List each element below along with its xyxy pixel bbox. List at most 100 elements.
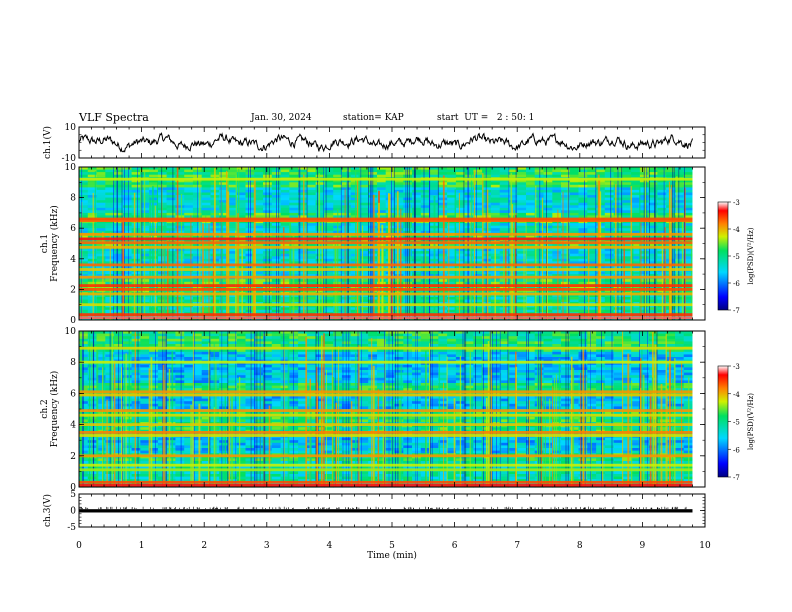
- heat-cell: [298, 189, 308, 193]
- heat-cell: [666, 205, 676, 209]
- heat-cell: [306, 207, 317, 211]
- heat-cell: [604, 205, 615, 209]
- heat-cell: [517, 179, 527, 183]
- heat-cell: [201, 228, 212, 232]
- heat-cell: [666, 212, 676, 216]
- heat-cell: [631, 344, 641, 348]
- heat-cell: [157, 279, 168, 283]
- heat-cell: [622, 251, 632, 255]
- heat-cell: [306, 215, 317, 219]
- heat-cell: [377, 336, 387, 340]
- heat-cell: [412, 336, 422, 340]
- heat-cell: [683, 202, 694, 206]
- heat-cell: [490, 228, 501, 232]
- heat-cell: [394, 179, 404, 183]
- heat-cell: [666, 333, 676, 337]
- heat-cell: [631, 261, 641, 265]
- heat-cell: [122, 223, 133, 227]
- heat-cell: [517, 195, 527, 199]
- heat-cell: [604, 197, 615, 201]
- heat-cell: [552, 192, 562, 196]
- heat-cell: [79, 230, 89, 234]
- heat-cell: [166, 228, 176, 232]
- heat-cell: [482, 297, 492, 301]
- heat-cell: [315, 271, 325, 275]
- heat-cell: [341, 169, 352, 173]
- heat-cell: [131, 289, 141, 293]
- heat-cell: [675, 281, 685, 285]
- heat-cell: [648, 197, 659, 201]
- heat-cell: [254, 243, 264, 247]
- heat-cell: [675, 251, 685, 255]
- heat-cell: [508, 215, 518, 219]
- heat-cell: [131, 248, 141, 252]
- heat-cell: [122, 248, 133, 252]
- heat-cell: [105, 182, 115, 186]
- heat-cell: [175, 223, 185, 227]
- heat-cell: [114, 202, 124, 206]
- heat-cell: [166, 299, 176, 303]
- heat-cell: [508, 349, 518, 353]
- heat-cell: [596, 187, 606, 191]
- heat-cell: [639, 279, 650, 283]
- heat-cell: [157, 281, 168, 285]
- heat-cell: [333, 197, 343, 201]
- heat-cell: [359, 261, 369, 265]
- heat-cell: [631, 299, 641, 303]
- heat-cell: [639, 331, 650, 335]
- heat-cell: [473, 210, 483, 214]
- heat-cell: [175, 338, 185, 342]
- heat-cell: [333, 179, 343, 183]
- heat-cell: [473, 228, 483, 232]
- heat-cell: [280, 167, 290, 171]
- heat-cell: [482, 200, 492, 204]
- heat-cell: [657, 331, 667, 335]
- heat-cell: [683, 197, 694, 201]
- heat-cell: [420, 179, 431, 183]
- heat-cell: [394, 258, 404, 262]
- heat-cell: [429, 172, 439, 176]
- heat-cell: [473, 344, 483, 348]
- heat-cell: [639, 304, 650, 308]
- heat-cell: [412, 289, 422, 293]
- heat-cell: [131, 230, 141, 234]
- heat-cell: [561, 212, 571, 216]
- heat-cell: [675, 212, 685, 216]
- heat-cell: [473, 289, 483, 293]
- heat-cell: [105, 179, 115, 183]
- heat-cell: [604, 256, 615, 260]
- heat-cell: [675, 341, 685, 345]
- heat-cell: [429, 184, 439, 188]
- heat-cell: [263, 253, 273, 257]
- heat-cell: [280, 309, 290, 313]
- heat-cell: [657, 228, 667, 232]
- heat-cell: [482, 299, 492, 303]
- heat-cell: [306, 258, 317, 262]
- heat-cell: [543, 279, 553, 283]
- heat-cell: [473, 220, 483, 224]
- heat-cell: [271, 344, 282, 348]
- heat-cell: [683, 266, 694, 270]
- heat-cell: [596, 167, 606, 171]
- heat-cell: [114, 230, 124, 234]
- heat-cell: [587, 230, 597, 234]
- heat-cell: [447, 266, 457, 270]
- heat-cell: [526, 174, 536, 178]
- heat-cell: [140, 336, 150, 340]
- heat-cell: [166, 202, 176, 206]
- heat-cell: [122, 258, 133, 262]
- heat-cell: [306, 294, 317, 298]
- heat-cell: [657, 179, 667, 183]
- heat-cell: [324, 228, 334, 232]
- heat-cell: [578, 195, 588, 199]
- heat-cell: [508, 184, 518, 188]
- heat-cell: [639, 172, 650, 176]
- heat-cell: [122, 220, 133, 224]
- heat-cell: [648, 182, 659, 186]
- heat-cell: [228, 172, 238, 176]
- heat-cell: [228, 299, 238, 303]
- heat-cell: [639, 189, 650, 193]
- heat-cell: [666, 197, 676, 201]
- heat-cell: [543, 215, 553, 219]
- heat-cell: [122, 351, 133, 355]
